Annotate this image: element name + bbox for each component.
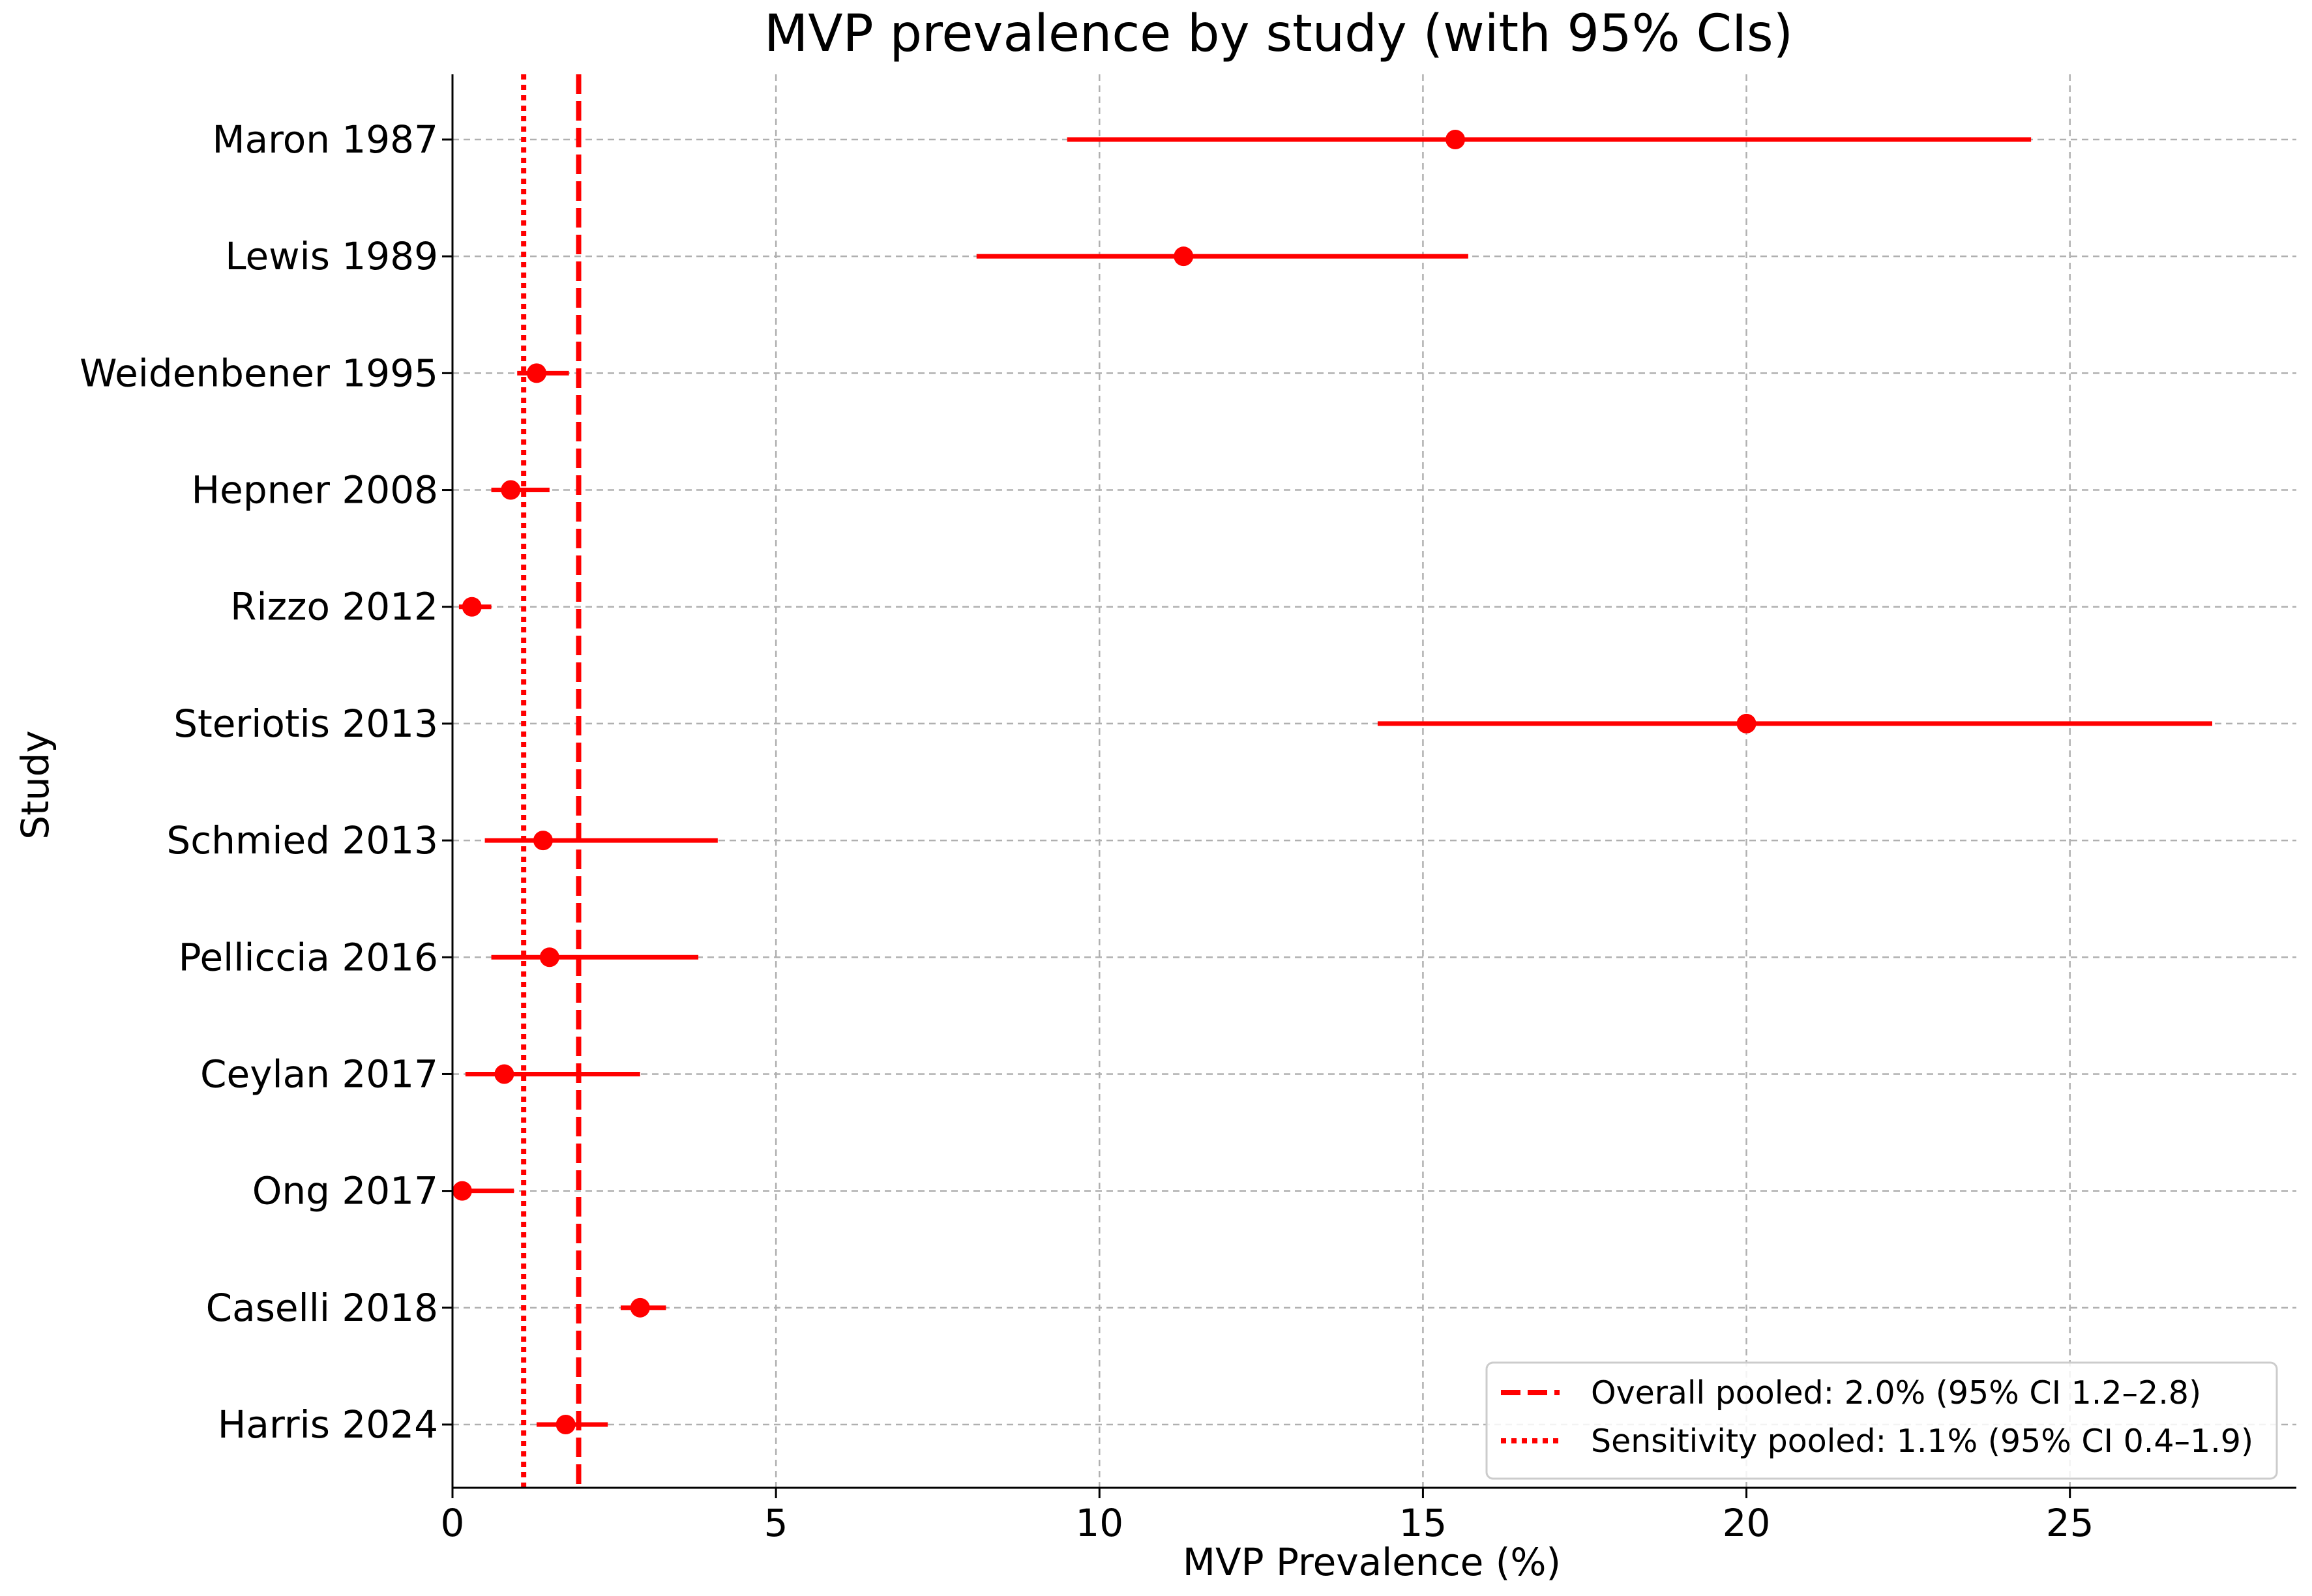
estimate-point xyxy=(539,947,559,968)
x-tick-label: 0 xyxy=(441,1501,465,1545)
x-tick-label: 25 xyxy=(2046,1501,2094,1545)
reference-lines-layer xyxy=(521,74,582,1488)
x-tick-label: 15 xyxy=(1399,1501,1447,1545)
y-tick-label: Maron 1987 xyxy=(213,117,438,162)
x-axis-label: MVP Prevalence (%) xyxy=(1183,1540,1561,1584)
legend-entry-label: Overall pooled: 2.0% (95% CI 1.2–2.8) xyxy=(1591,1374,2201,1411)
y-tick-label: Weidenbener 1995 xyxy=(80,351,438,395)
estimate-point xyxy=(526,363,546,383)
estimate-point xyxy=(462,597,482,617)
axes-layer xyxy=(451,74,2296,1489)
estimate-point xyxy=(1445,130,1466,149)
y-tick-label: Schmied 2013 xyxy=(166,818,438,863)
estimate-point xyxy=(452,1181,472,1201)
chart-title: MVP prevalence by study (with 95% CIs) xyxy=(764,5,1793,63)
estimate-point xyxy=(630,1297,650,1318)
estimate-point xyxy=(533,831,553,851)
x-tick-labels: 0 5 10 15 20 25 xyxy=(441,1488,2094,1545)
x-tick-label: 10 xyxy=(1075,1501,1123,1545)
y-tick-label: Ceylan 2017 xyxy=(200,1052,438,1096)
confidence-interval-layer xyxy=(452,137,2213,1427)
y-tick-labels: Maron 1987 Lewis 1989 Weidenbener 1995 Hepn… xyxy=(80,117,452,1447)
y-tick-label: Lewis 1989 xyxy=(225,234,438,278)
legend-entry-label: Sensitivity pooled: 1.1% (95% CI 0.4–1.9… xyxy=(1591,1423,2253,1460)
x-tick-label: 20 xyxy=(1723,1501,1771,1545)
y-tick-label: Steriotis 2013 xyxy=(173,702,438,746)
estimate-point xyxy=(1174,246,1194,267)
legend-box xyxy=(1485,1361,2278,1480)
y-tick-label: Caselli 2018 xyxy=(206,1286,438,1330)
y-tick-label: Rizzo 2012 xyxy=(230,585,438,629)
estimate-point xyxy=(501,480,521,500)
legend: Overall pooled: 2.0% (95% CI 1.2–2.8) Sen… xyxy=(1485,1361,2278,1480)
x-tick-label: 5 xyxy=(764,1501,788,1545)
y-tick-label: Ong 2017 xyxy=(252,1169,438,1213)
estimate-points-layer xyxy=(452,130,1756,1434)
y-tick-label: Harris 2024 xyxy=(218,1402,438,1447)
estimate-point xyxy=(494,1064,514,1084)
estimate-point xyxy=(1736,713,1756,733)
y-axis-label: Study xyxy=(13,730,57,839)
estimate-point xyxy=(556,1415,576,1434)
y-tick-label: Pelliccia 2016 xyxy=(179,935,438,979)
y-tick-label: Hepner 2008 xyxy=(192,468,438,512)
